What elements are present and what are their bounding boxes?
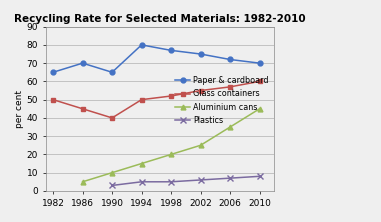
Y-axis label: per cent: per cent [15,90,24,128]
Paper & cardboard [139,44,144,46]
Paper & cardboard [110,71,114,74]
Plastics [169,180,173,183]
Line: Glass containers: Glass containers [51,79,262,120]
Glass containers [169,95,173,97]
Paper & cardboard [198,53,203,55]
Glass containers [228,85,232,88]
Glass containers [80,107,85,110]
Legend: Paper & cardboard, Glass containers, Aluminium cans, Plastics: Paper & cardboard, Glass containers, Alu… [174,74,270,127]
Paper & cardboard [169,49,173,52]
Plastics [110,184,114,187]
Aluminium cans [228,126,232,128]
Plastics [139,180,144,183]
Paper & cardboard [228,58,232,61]
Line: Plastics: Plastics [109,174,263,188]
Glass containers [51,98,55,101]
Line: Aluminium cans: Aluminium cans [80,106,262,184]
Glass containers [198,89,203,92]
Aluminium cans [169,153,173,156]
Glass containers [257,80,262,83]
Glass containers [139,98,144,101]
Aluminium cans [198,144,203,147]
Paper & cardboard [80,62,85,64]
Plastics [257,175,262,178]
Aluminium cans [139,162,144,165]
Plastics [228,177,232,179]
Paper & cardboard [257,62,262,64]
Glass containers [110,117,114,119]
Paper & cardboard [51,71,55,74]
Aluminium cans [80,180,85,183]
Aluminium cans [257,107,262,110]
Line: Paper & cardboard: Paper & cardboard [51,42,262,75]
Aluminium cans [110,171,114,174]
Title: Recycling Rate for Selected Materials: 1982-2010: Recycling Rate for Selected Materials: 1… [14,14,306,24]
Plastics [198,179,203,181]
